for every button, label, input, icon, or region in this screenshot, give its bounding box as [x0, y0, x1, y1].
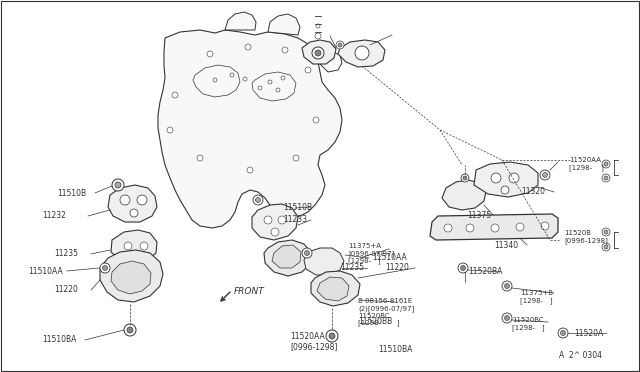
Circle shape	[461, 266, 465, 270]
Circle shape	[137, 195, 147, 205]
Circle shape	[561, 330, 566, 336]
Polygon shape	[304, 248, 344, 275]
Polygon shape	[158, 30, 342, 228]
Circle shape	[315, 50, 321, 56]
Circle shape	[604, 230, 608, 234]
Polygon shape	[338, 40, 385, 67]
Circle shape	[312, 47, 324, 59]
Circle shape	[313, 117, 319, 123]
Circle shape	[197, 155, 203, 161]
Text: 11520B
[0996-1298]: 11520B [0996-1298]	[564, 230, 608, 244]
Text: 11375+B
[1298-   ]: 11375+B [1298- ]	[520, 290, 553, 304]
Circle shape	[491, 224, 499, 232]
Circle shape	[604, 245, 608, 249]
Circle shape	[245, 44, 251, 50]
Text: 11520BA: 11520BA	[468, 267, 502, 276]
Circle shape	[602, 228, 610, 236]
Circle shape	[305, 250, 310, 256]
Circle shape	[509, 173, 519, 183]
Circle shape	[604, 162, 608, 166]
Circle shape	[504, 283, 509, 289]
Circle shape	[338, 43, 342, 47]
Text: 11220: 11220	[385, 263, 409, 273]
Circle shape	[120, 195, 130, 205]
Circle shape	[504, 315, 509, 321]
Circle shape	[278, 216, 286, 224]
Circle shape	[247, 167, 253, 173]
Text: 11520BB: 11520BB	[358, 317, 392, 327]
Circle shape	[543, 173, 547, 177]
Text: FRONT: FRONT	[234, 288, 265, 296]
Circle shape	[602, 160, 610, 168]
Text: 11520AA
[1298-    ]: 11520AA [1298- ]	[569, 157, 604, 171]
Circle shape	[115, 182, 121, 188]
Text: B 08156-8161E
(2)[0996-07/97]
11520BC
[1298-       ]: B 08156-8161E (2)[0996-07/97] 11520BC [1…	[358, 298, 414, 327]
Text: 11510B: 11510B	[283, 202, 312, 212]
Circle shape	[355, 46, 369, 60]
Text: 11340: 11340	[494, 241, 518, 250]
Text: 11520A: 11520A	[574, 328, 604, 337]
Circle shape	[336, 41, 344, 49]
Text: 11510AA: 11510AA	[28, 266, 63, 276]
Polygon shape	[264, 240, 312, 276]
Text: A  2^ 0304: A 2^ 0304	[559, 352, 602, 360]
Polygon shape	[442, 180, 486, 210]
Polygon shape	[268, 14, 300, 35]
Circle shape	[541, 222, 549, 230]
Text: 11235: 11235	[340, 263, 364, 273]
Circle shape	[602, 174, 610, 182]
Circle shape	[264, 216, 272, 224]
Circle shape	[302, 248, 312, 258]
Polygon shape	[302, 40, 336, 64]
Text: 11510AA: 11510AA	[372, 253, 407, 263]
Circle shape	[130, 209, 138, 217]
Polygon shape	[108, 185, 157, 222]
Polygon shape	[225, 12, 256, 30]
Polygon shape	[474, 162, 538, 197]
Circle shape	[516, 223, 524, 231]
Circle shape	[253, 195, 263, 205]
Circle shape	[458, 263, 468, 273]
Polygon shape	[111, 261, 151, 294]
Circle shape	[167, 127, 173, 133]
Circle shape	[124, 324, 136, 336]
Circle shape	[491, 173, 501, 183]
Text: 11232: 11232	[42, 212, 66, 221]
Text: 11520AA
[0996-1298]: 11520AA [0996-1298]	[290, 332, 337, 352]
Circle shape	[102, 266, 108, 270]
Circle shape	[558, 328, 568, 338]
Polygon shape	[317, 277, 349, 301]
Circle shape	[602, 243, 610, 251]
Circle shape	[100, 263, 110, 273]
Circle shape	[127, 327, 133, 333]
Circle shape	[444, 224, 452, 232]
Text: 11510B: 11510B	[57, 189, 86, 198]
Circle shape	[604, 176, 608, 180]
Circle shape	[207, 51, 213, 57]
Circle shape	[463, 176, 467, 180]
Polygon shape	[318, 52, 342, 72]
Circle shape	[502, 281, 512, 291]
Circle shape	[124, 242, 132, 250]
Text: 11510BA: 11510BA	[378, 344, 412, 353]
Circle shape	[140, 242, 148, 250]
Circle shape	[540, 170, 550, 180]
Circle shape	[172, 92, 178, 98]
Circle shape	[502, 313, 512, 323]
Polygon shape	[111, 230, 157, 263]
Text: 11235: 11235	[54, 250, 78, 259]
Polygon shape	[272, 245, 301, 268]
Circle shape	[112, 179, 124, 191]
Polygon shape	[100, 250, 163, 302]
Text: 11520BC
[1298-   ]: 11520BC [1298- ]	[512, 317, 545, 331]
Circle shape	[282, 47, 288, 53]
Circle shape	[466, 224, 474, 232]
Circle shape	[326, 330, 338, 342]
Text: 11375+A
[0996-07/97]
[1298-   ]: 11375+A [0996-07/97] [1298- ]	[348, 243, 394, 264]
Circle shape	[329, 333, 335, 339]
Circle shape	[271, 228, 279, 236]
Text: 11220: 11220	[54, 285, 78, 295]
Polygon shape	[430, 214, 558, 240]
Text: 11233: 11233	[283, 215, 307, 224]
Circle shape	[255, 198, 260, 202]
